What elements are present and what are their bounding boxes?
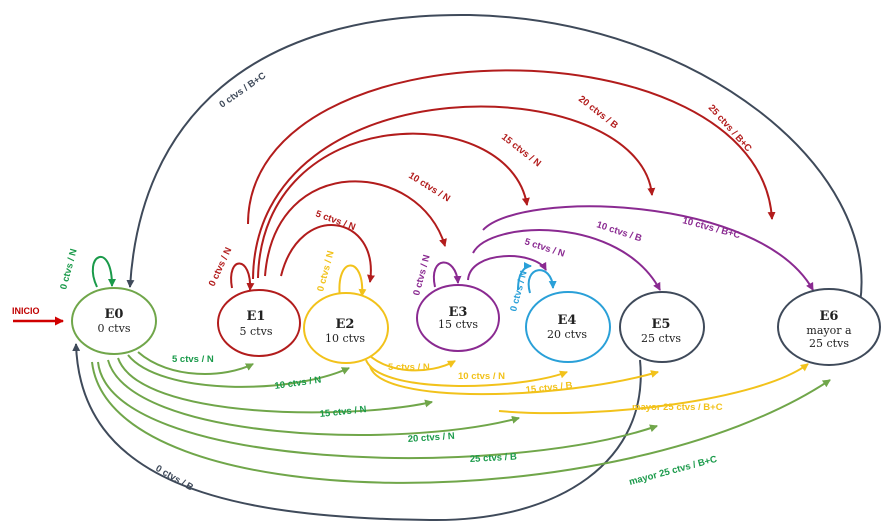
label-e6-e0: 0 ctvs / B+C (217, 70, 268, 110)
edge-e6-e0 (126, 13, 863, 304)
edge-e0-e3 (117, 357, 433, 414)
label-e0-e6: mayor 25 ctvs / B+C (628, 454, 718, 488)
label-e3-e6: 10 ctvs / B+C (681, 215, 741, 241)
loop-e3 (432, 261, 462, 288)
state-e6-name: E6 (820, 309, 839, 324)
edge-e2-e5 (369, 365, 659, 396)
state-e3-name: E3 (449, 305, 468, 320)
state-e5: E5 25 ctvs (619, 291, 705, 363)
label-e0-e3: 15 ctvs / N (319, 404, 367, 420)
edge-e2-e3 (363, 349, 456, 372)
label-e0-e4: 20 ctvs / N (407, 431, 455, 445)
state-e3: E3 15 ctvs (416, 284, 500, 352)
edge-e5-e0 (72, 343, 642, 522)
state-e0-value: 0 ctvs (98, 322, 131, 335)
start-label: INICIO (12, 306, 40, 316)
state-e5-name: E5 (652, 317, 671, 332)
label-e4-loop: 0 ctvs / N (508, 270, 529, 313)
state-e1-value: 5 ctvs (240, 325, 273, 338)
loop-e1 (230, 262, 255, 291)
label-e1-e2: 5 ctvs / N (314, 208, 357, 233)
loop-e0 (91, 255, 116, 288)
edge-e2-e6 (498, 363, 809, 415)
state-e2-name: E2 (336, 317, 355, 332)
label-e1-e6: 25 ctvs / B+C (706, 103, 754, 155)
state-e6: E6 mayor a 25 ctvs (777, 288, 881, 366)
loop-e4 (527, 269, 557, 294)
state-e2-value: 10 ctvs (325, 332, 365, 345)
edge-e4-aux (517, 262, 532, 291)
label-e5-e0: 0 ctvs / B (154, 463, 196, 493)
state-e4-value: 20 ctvs (547, 328, 587, 341)
label-e2-e4: 10 ctvs / N (458, 371, 505, 382)
edge-e1-e6 (247, 69, 776, 225)
state-e0: E0 0 ctvs (71, 287, 157, 355)
edge-e0-e6 (91, 361, 831, 484)
state-e0-name: E0 (105, 307, 124, 322)
edge-e1-e5 (252, 105, 656, 280)
edge-e3-e5 (472, 229, 661, 291)
label-e3-e4: 5 ctvs / N (523, 236, 566, 259)
state-e4: E4 20 ctvs (525, 291, 611, 363)
state-e6-value-line1: mayor a (806, 324, 852, 337)
edge-e1-e4 (257, 132, 530, 279)
state-e6-value-line2: 25 ctvs (809, 337, 849, 350)
label-e2-e6: mayor 25 ctvs / B+C (632, 402, 723, 413)
edge-e3-e6 (482, 205, 814, 291)
edge-e3-e4 (467, 255, 547, 281)
label-e1-e5: 20 ctvs / B (576, 94, 620, 132)
edge-e0-e5 (97, 361, 658, 459)
loop-e2 (338, 264, 367, 299)
edge-e1-e2 (280, 224, 375, 283)
edge-e0-e2 (127, 354, 350, 388)
label-e0-e2: 10 ctvs / N (274, 375, 322, 392)
state-e5-value: 25 ctvs (641, 332, 681, 345)
label-e1-e4: 15 ctvs / N (499, 132, 543, 170)
edge-e0-e1 (137, 351, 254, 375)
label-e2-e3: 5 ctvs / N (388, 362, 430, 373)
edge-e1-e3 (264, 180, 447, 277)
state-e1-name: E1 (247, 309, 266, 324)
edge-e2-e4 (365, 359, 568, 387)
label-e0-e1: 5 ctvs / N (172, 354, 214, 365)
state-e4-name: E4 (558, 313, 577, 328)
state-e3-value: 15 ctvs (438, 318, 478, 331)
label-e0-e5: 25 ctvs / B (470, 452, 518, 465)
label-e2-loop: 0 ctvs / N (315, 250, 336, 293)
label-e3-loop: 0 ctvs / N (411, 254, 432, 297)
state-e1: E1 5 ctvs (217, 289, 301, 357)
edge-e0-e4 (107, 359, 520, 436)
label-e0-loop: 0 ctvs / N (58, 248, 79, 291)
label-e2-e5: 15 ctvs / B (525, 380, 573, 396)
state-e2: E2 10 ctvs (303, 292, 389, 364)
